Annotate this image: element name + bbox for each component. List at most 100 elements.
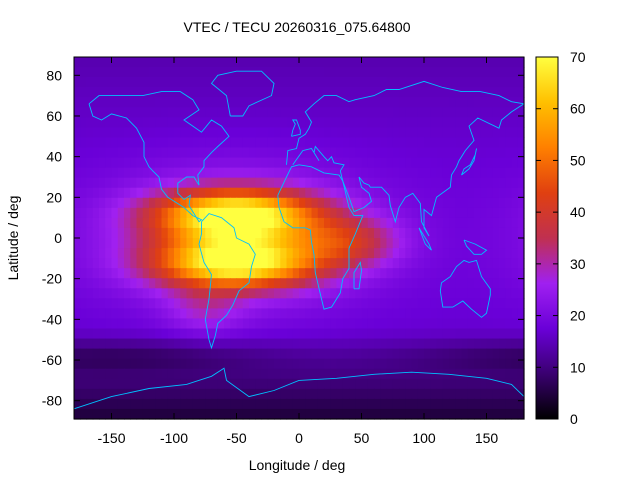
heatmap-cell <box>255 177 263 189</box>
heatmap-cell <box>305 187 313 199</box>
heatmap-cell <box>230 67 238 78</box>
heatmap-cell <box>430 127 438 139</box>
heatmap-cell <box>355 187 363 199</box>
heatmap-cell <box>305 358 313 370</box>
heatmap-cell <box>361 268 369 279</box>
heatmap-cell <box>467 167 475 179</box>
heatmap-cell <box>280 137 288 149</box>
heatmap-cell <box>180 338 188 350</box>
heatmap-cell <box>274 167 281 179</box>
heatmap-cell <box>192 388 200 400</box>
heatmap-cell <box>324 137 331 149</box>
heatmap-cell <box>286 368 294 380</box>
heatmap-cell <box>192 87 200 98</box>
heatmap-cell <box>424 217 431 229</box>
heatmap-cell <box>211 67 219 78</box>
heatmap-cell <box>167 187 175 199</box>
heatmap-cell <box>436 398 444 410</box>
heatmap-cell <box>149 97 156 108</box>
heatmap-cell <box>399 177 406 189</box>
heatmap-cell <box>217 57 225 68</box>
heatmap-cell <box>211 137 219 149</box>
heatmap-cell <box>436 107 444 118</box>
heatmap-cell <box>436 77 444 88</box>
heatmap-cell <box>117 87 125 98</box>
heatmap-cell <box>480 207 488 219</box>
heatmap-cell <box>349 258 356 269</box>
heatmap-cell <box>342 97 350 108</box>
heatmap-cell <box>342 388 350 400</box>
heatmap-cell <box>317 97 325 108</box>
heatmap-cell <box>511 268 519 279</box>
heatmap-cell <box>205 217 213 229</box>
heatmap-cell <box>430 197 438 209</box>
heatmap-cell <box>417 308 425 320</box>
heatmap-cell <box>274 227 281 239</box>
heatmap-cell <box>349 147 356 159</box>
heatmap-cell <box>361 338 369 350</box>
heatmap-cell <box>436 348 444 360</box>
heatmap-cell <box>317 157 325 169</box>
heatmap-cell <box>217 127 225 139</box>
heatmap-cell <box>255 258 263 269</box>
heatmap-cell <box>236 97 244 108</box>
heatmap-cell <box>92 298 100 309</box>
heatmap-cell <box>236 67 244 78</box>
heatmap-cell <box>255 278 263 289</box>
heatmap-cell <box>336 67 344 78</box>
heatmap-cell <box>292 197 300 209</box>
heatmap-cell <box>330 258 338 269</box>
heatmap-cell <box>92 147 100 159</box>
heatmap-cell <box>105 388 113 400</box>
heatmap-cell <box>486 67 494 78</box>
heatmap-cell <box>361 157 369 169</box>
heatmap-cell <box>111 157 119 169</box>
heatmap-cell <box>436 338 444 350</box>
coastline <box>418 227 432 251</box>
heatmap-cell <box>236 187 244 199</box>
heatmap-cell <box>161 348 169 360</box>
heatmap-cell <box>80 127 88 139</box>
heatmap-cell <box>124 348 131 360</box>
heatmap-cell <box>399 67 406 78</box>
heatmap-cell <box>424 147 431 159</box>
heatmap-cell <box>430 248 438 259</box>
heatmap-cell <box>155 278 163 289</box>
heatmap-cell <box>355 197 363 209</box>
heatmap-cell <box>180 348 188 360</box>
heatmap-cell <box>511 278 519 289</box>
heatmap-cell <box>205 358 213 370</box>
heatmap-cell <box>86 298 94 309</box>
heatmap-cell <box>80 318 88 330</box>
heatmap-cell <box>92 248 100 259</box>
heatmap-cell <box>474 167 481 179</box>
heatmap-cell <box>442 318 450 330</box>
heatmap-cell <box>380 268 388 279</box>
chart-title: VTEC / TECU 20260316_075.64800 <box>183 19 410 35</box>
heatmap-cell <box>217 348 225 360</box>
heatmap-cell <box>199 308 206 320</box>
heatmap-cell <box>386 217 394 229</box>
heatmap-cell <box>161 308 169 320</box>
heatmap-cell <box>242 348 250 360</box>
heatmap-cell <box>330 338 338 350</box>
heatmap-cell <box>149 107 156 118</box>
heatmap-cell <box>505 177 513 189</box>
heatmap-cell <box>286 268 294 279</box>
heatmap-cell <box>92 388 100 400</box>
heatmap-cell <box>167 338 175 350</box>
heatmap-cell <box>292 328 300 340</box>
heatmap-cell <box>305 207 313 219</box>
heatmap-cell <box>242 288 250 299</box>
heatmap-cell <box>405 197 413 209</box>
heatmap-cell <box>136 217 144 229</box>
heatmap-cell <box>399 167 406 179</box>
heatmap-cell <box>105 67 113 78</box>
heatmap-cell <box>192 398 200 410</box>
heatmap-cell <box>505 408 513 420</box>
heatmap-cell <box>280 318 288 330</box>
heatmap-cell <box>361 298 369 309</box>
heatmap-cell <box>167 207 175 219</box>
heatmap-cell <box>174 57 181 68</box>
heatmap-cell <box>211 217 219 229</box>
